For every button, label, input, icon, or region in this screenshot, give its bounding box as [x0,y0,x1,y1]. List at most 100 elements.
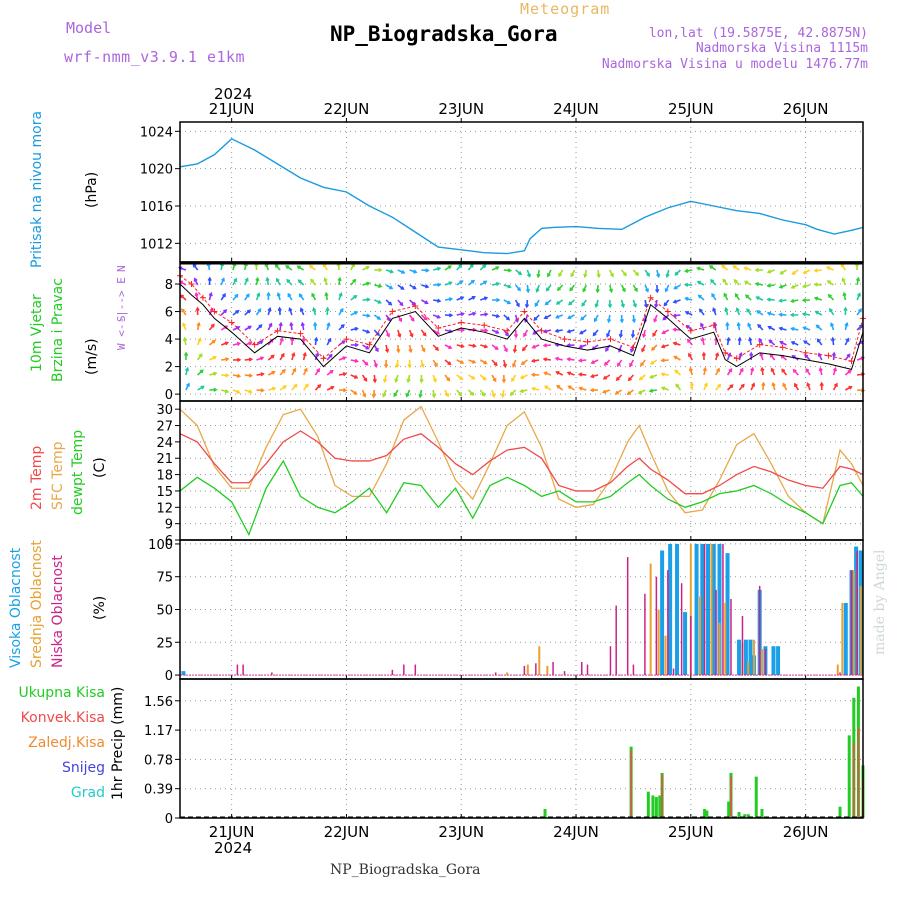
wind-arrowhead [634,287,638,293]
wind-arrowhead [635,272,640,277]
wind-arrowhead [276,291,281,297]
wind-arrowhead [324,291,329,297]
wind-arrowhead [278,321,283,327]
wind-gust-marker [366,341,373,348]
wind-arrowhead [472,311,477,316]
wind-arrowhead [183,351,189,356]
wind-arrowhead [589,374,595,379]
wind-arrowhead [279,337,284,342]
wind-arrowhead [401,270,406,274]
cloud-high-bar [711,543,716,676]
wind-arrowhead [244,277,249,282]
wind-arrowhead [247,325,252,330]
wind-arrowhead [858,308,862,313]
wind-arrowhead [505,332,509,337]
wind-arrowhead [266,291,271,296]
wind-arrowhead [843,306,848,311]
cloud-high-bar [181,671,186,676]
wind-arrowhead [601,389,607,394]
cloud-low-bar [715,589,717,676]
cloud-low-bar [644,593,646,676]
cloud-mid-bar [657,609,660,676]
day-label-top: 21JUN [209,100,255,118]
wind-arrowhead [211,339,216,344]
wind-arrowhead [342,372,348,377]
wind-arrowhead [554,356,559,361]
wind-gust-marker [320,355,327,362]
y-tick-label: 0 [165,388,173,403]
precip-conv-bar [852,742,855,818]
wind-arrowhead [275,277,280,282]
cloud-low-bar [581,661,583,676]
wind-arrowhead [236,389,241,394]
cloud-low-bar [523,665,526,676]
wind-arrowhead [500,393,506,399]
wind-arrowhead [605,347,609,352]
wind-arrowhead [726,336,731,342]
wind-gust-marker [228,319,235,326]
wind-arrowhead [352,278,357,283]
wind-arrowhead [447,265,452,270]
wind-arrowhead [406,378,411,384]
wind-gust-line [179,275,864,362]
wind-arrowhead [855,276,861,282]
wind-arrowhead [220,277,225,282]
wind-arrowhead [482,376,487,381]
wind-arrowhead [327,337,332,342]
y-tick-label: 0.39 [144,783,173,798]
wind-arrowhead [581,302,586,307]
y-tick-label: 1.56 [144,695,173,710]
wind-arrowhead [388,301,393,306]
wind-arrowhead [260,372,265,377]
wind-arrowhead [814,310,819,315]
wind-arrowhead [285,265,290,269]
day-label-top: 24JUN [553,100,599,118]
wind-arrowhead [371,393,376,399]
wind-arrowhead [748,336,753,342]
wind-arrowhead [778,284,783,289]
wind-arrowhead [801,312,807,317]
wind-arrowhead [224,341,230,346]
wind-arrowhead [374,348,379,353]
wind-gust-marker [630,344,637,351]
wind-arrowhead [421,348,426,353]
wind-arrowhead [848,385,853,390]
wind-arrowhead [373,363,378,368]
wind-arrowhead [423,316,428,321]
wind-gust-marker [504,327,511,334]
wind-arrowhead [448,345,453,350]
cloud-mid-bar [724,602,727,676]
wind-arrowhead [545,287,550,292]
wind-arrowhead [181,308,185,313]
wind-arrowhead [194,291,199,297]
wind-arrowhead [555,370,560,375]
wind-arrowhead [383,378,388,384]
wind-gust-marker [848,358,855,365]
wind-arrowhead [337,276,342,282]
panel-frame [179,400,864,541]
wind-arrowhead [778,312,783,317]
wind-arrowhead [470,279,476,284]
wind-gust-marker [389,308,396,315]
wind-arrowhead [686,338,691,343]
wind-arrowhead [712,307,717,312]
wind-arrowhead [246,309,251,314]
wind-arrowhead [590,360,595,365]
wind-arrowhead [711,292,716,298]
wind-gust-marker [756,341,763,348]
wind-arrowhead [580,316,585,321]
wind-arrowhead [546,273,551,278]
wind-arrowhead [298,293,303,298]
cloud-low-bar [236,664,239,676]
wind-arrowhead [507,268,513,273]
cloud-mid-bar [664,635,667,676]
wind-arrowhead [268,322,273,327]
wind-arrowhead [816,338,821,343]
cloud-mid-bar [689,543,692,676]
wind-arrowhead [743,280,749,285]
wind-arrowhead [782,382,787,387]
wind-arrowhead [594,303,599,309]
wind-arrowhead [199,369,204,374]
wind-arrowhead [660,386,666,391]
wind-arrowhead [766,269,772,274]
